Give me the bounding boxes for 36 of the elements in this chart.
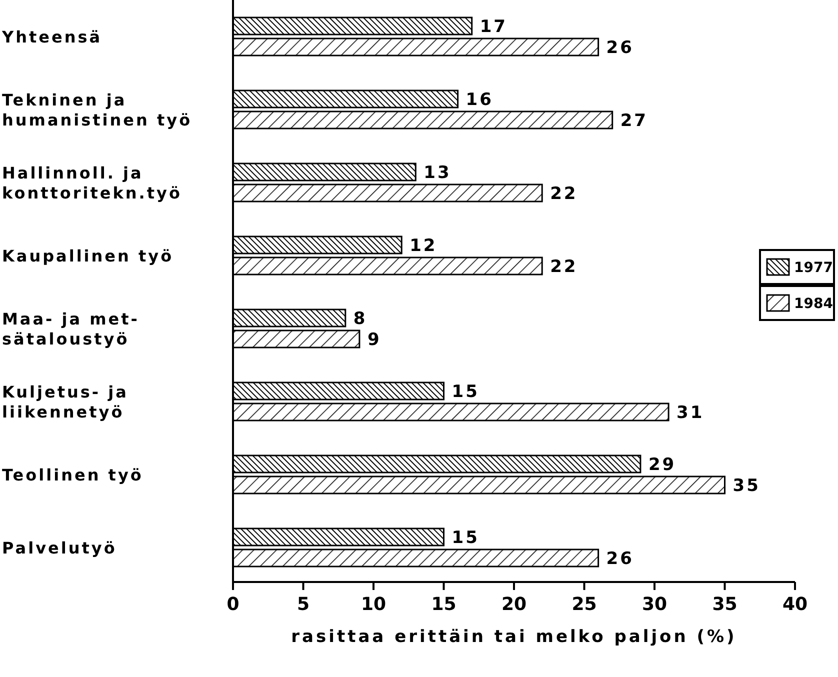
data-label: 22 (550, 184, 578, 204)
legend-label: 1977 (794, 260, 833, 276)
x-tick-label: 30 (642, 594, 668, 615)
data-label: 13 (424, 163, 452, 184)
y-tick-label: Hallinnoll. ja konttoritekn.työ (2, 163, 182, 202)
data-label: 9 (367, 330, 382, 350)
y-tick-label: Yhteensä (1, 27, 102, 46)
data-label: 22 (550, 257, 578, 278)
data-label: 8 (353, 309, 368, 330)
x-tick-label: 40 (782, 594, 808, 615)
data-label: 27 (620, 111, 648, 132)
x-tick-label: 35 (712, 594, 738, 615)
data-label: 17 (480, 17, 508, 38)
y-tick-label: Teollinen työ (2, 465, 144, 484)
data-label: 15 (452, 382, 480, 402)
data-label: 26 (606, 38, 634, 58)
data-label: 12 (410, 236, 438, 256)
x-axis-title: rasittaa erittäin tai melko paljon (%) (291, 627, 737, 647)
y-tick-label: Kaupallinen työ (2, 246, 174, 266)
data-label: 26 (606, 549, 634, 570)
data-label: 16 (466, 90, 494, 110)
y-tick-label: Kuljetus- ja liikennetyö (2, 382, 128, 422)
data-label: 29 (648, 455, 676, 476)
x-tick-label: 0 (226, 594, 240, 615)
data-label: 35 (732, 476, 760, 496)
x-tick-label: 15 (431, 594, 456, 615)
x-tick-label: 10 (360, 594, 386, 615)
y-tick-label: Maa- ja met- sätaloustyö (2, 309, 140, 348)
x-tick-label: 20 (501, 594, 527, 615)
y-tick-label: Tekninen ja humanistinen työ (2, 90, 192, 130)
y-tick-label: Palvelutyö (2, 538, 117, 558)
data-label: 31 (676, 403, 704, 424)
data-label: 15 (452, 528, 480, 548)
x-tick-label: 5 (296, 594, 310, 615)
legend-label: 1984 (794, 296, 834, 312)
x-tick-label: 25 (572, 594, 597, 615)
